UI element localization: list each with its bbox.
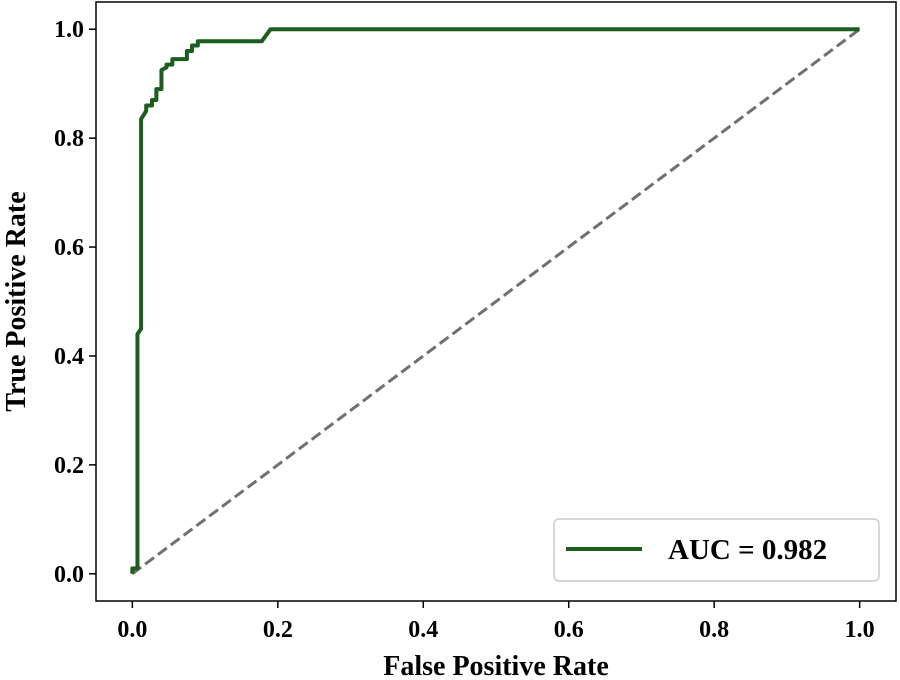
y-tick-label: 1.0 [54, 17, 84, 43]
x-tick-label: 0.2 [263, 617, 293, 643]
y-tick-label: 0.0 [54, 562, 84, 588]
x-tick-label: 0.6 [554, 617, 584, 643]
y-axis-label: True Positive Rate [1, 191, 32, 411]
y-tick-label: 0.4 [54, 344, 84, 370]
y-tick-label: 0.6 [54, 235, 84, 261]
roc-curve-line [130, 27, 860, 574]
x-axis-label: False Positive Rate [383, 651, 609, 680]
series-layer [130, 27, 861, 575]
y-tick-label: 0.2 [54, 453, 84, 479]
x-tick-label: 1.0 [845, 617, 875, 643]
x-tick-label: 0.4 [408, 617, 438, 643]
legend-label-auc: AUC = 0.982 [668, 534, 827, 566]
x-tick-label: 0.8 [699, 617, 729, 643]
plot-area-frame [95, 1, 897, 602]
legend-box [553, 518, 880, 582]
legend: AUC = 0.982 [553, 518, 880, 582]
x-tick-label: 0.0 [117, 617, 147, 643]
chance-diagonal-line [131, 28, 861, 575]
x-axis-ticks: 0.0 0.2 0.4 0.6 0.8 1.0 [117, 601, 875, 643]
y-tick-label: 0.8 [54, 126, 84, 152]
y-axis-ticks: 0.0 0.2 0.4 0.6 0.8 1.0 [54, 17, 96, 588]
